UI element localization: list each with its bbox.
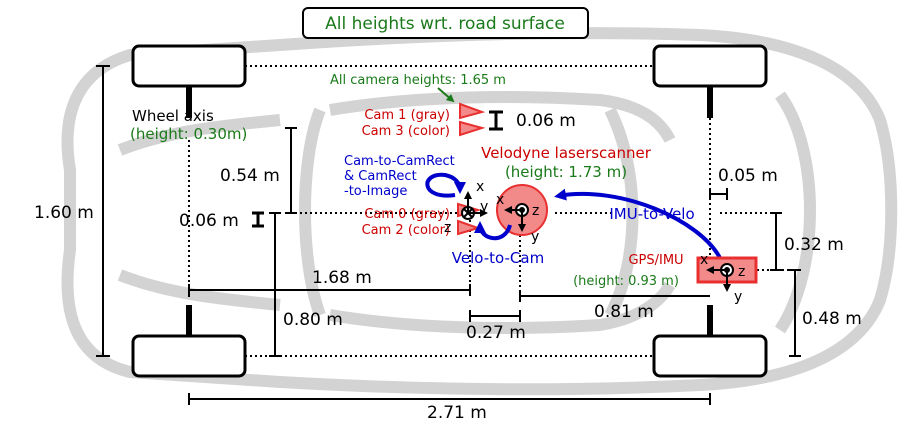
camera-heights-arrow: [437, 87, 455, 103]
velodyne-y: y: [531, 229, 539, 245]
cam13-icon: [459, 102, 486, 137]
velodyne-label: Velodyne laserscanner: [481, 144, 652, 162]
dim-006-cams-label: 0.06 m: [516, 111, 576, 131]
wheel-front-right: [652, 44, 768, 88]
cam02-label-1: Cam 0 (gray): [364, 207, 450, 222]
dim-168-label: 1.68 m: [312, 268, 372, 288]
gps-label: GPS/IMU: [628, 253, 683, 268]
velo-to-cam-arrow: [474, 221, 512, 241]
title: All heights wrt. road surface: [325, 14, 565, 34]
dim-080-label: 0.80 m: [283, 310, 343, 330]
wheel-rear-right: [652, 334, 768, 378]
gps-y: y: [734, 289, 742, 305]
gps-axes: [706, 263, 734, 292]
velo-to-cam-label: Velo-to-Cam: [452, 249, 544, 267]
dim-271-label: 2.71 m: [427, 403, 487, 422]
cam-to-camrect-3: -to-Image: [344, 184, 407, 199]
cam-to-camrect-2: & CamRect: [344, 169, 417, 184]
dim-005-label: 0.05 m: [718, 166, 778, 186]
camera-heights-label: All camera heights: 1.65 m: [330, 73, 506, 88]
wheel-axis-height: (height: 0.30m): [130, 125, 247, 143]
cam13-label-2: Cam 3 (color): [362, 124, 450, 139]
camera-y: y: [480, 199, 488, 215]
imu-to-velo-arrow: [554, 188, 722, 259]
dim-006-cams: [489, 110, 503, 131]
gps-x: x: [700, 252, 708, 268]
car-outline: [61, 27, 898, 396]
camera-x: x: [476, 179, 484, 195]
wheel-axis-label: Wheel axis: [132, 107, 214, 125]
dimension-lines: [96, 65, 801, 405]
gps-height: (height: 0.93 m): [573, 274, 679, 289]
dim-027-label: 0.27 m: [466, 323, 526, 343]
velodyne-height: (height: 1.73 m): [505, 163, 627, 181]
wheel-rear-left: [131, 334, 247, 378]
title-box: [302, 7, 589, 39]
dim-081-label: 0.81 m: [594, 302, 654, 322]
velodyne-x: x: [496, 192, 504, 208]
cam02-label-2: Cam 2 (color): [362, 223, 450, 238]
camera-axes: [461, 191, 488, 220]
dim-032-label: 0.32 m: [784, 235, 844, 255]
wheel-stubs: [186, 86, 713, 336]
dim-048-label: 0.48 m: [802, 309, 862, 329]
gps-z: z: [738, 264, 745, 280]
cam-to-camrect-1: Cam-to-CamRect: [344, 154, 455, 169]
velodyne-z: z: [532, 203, 539, 219]
camera-z: z: [444, 220, 451, 236]
dim-054-label: 0.54 m: [220, 166, 280, 186]
velodyne-axes: [504, 203, 529, 232]
cam-to-camrect-arrow: [425, 172, 466, 198]
dim-006-left: [252, 211, 264, 228]
cam13-label-1: Cam 1 (gray): [364, 108, 450, 123]
dim-006-left-label: 0.06 m: [179, 211, 239, 231]
dim-160-label: 1.60 m: [34, 203, 94, 223]
wheel-front-left: [131, 44, 247, 88]
